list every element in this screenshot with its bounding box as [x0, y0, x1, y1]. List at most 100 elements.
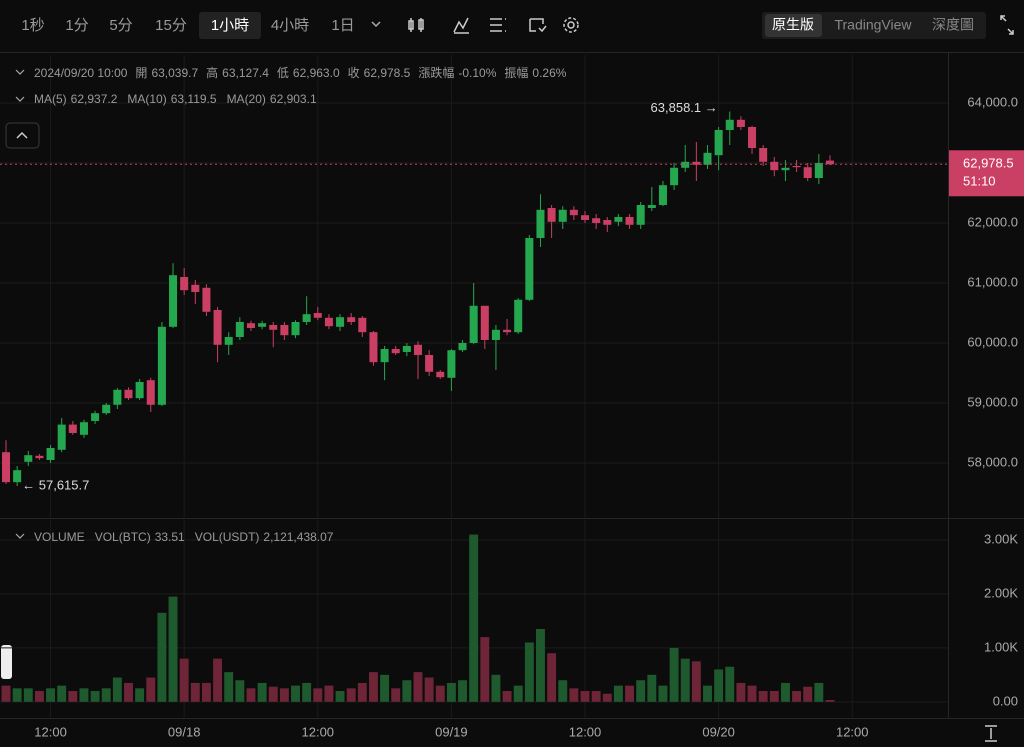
candle-body	[425, 354, 434, 372]
volume-bar	[79, 688, 89, 702]
interval-tab[interactable]: 1分	[65, 17, 88, 34]
volume-bar	[691, 661, 701, 702]
volume-bar	[747, 685, 757, 702]
candle-icon[interactable]	[408, 18, 424, 32]
y-tick-label: 58,000.0	[967, 454, 1018, 469]
volume-bar	[558, 680, 568, 702]
legend-toggle-icons[interactable]	[15, 69, 25, 539]
active-view-bg	[765, 14, 822, 37]
volume-bar	[547, 653, 557, 702]
candle-body	[514, 299, 523, 333]
volume-bar	[669, 647, 679, 702]
fullscreen-icon[interactable]	[1000, 15, 1014, 35]
volume-bar	[725, 666, 735, 702]
volume-bar	[536, 628, 545, 702]
info-label: 收	[348, 66, 360, 80]
volume-bar	[257, 682, 267, 702]
collapse-button[interactable]	[5, 122, 40, 149]
candle-body	[91, 413, 100, 421]
volume-bar	[235, 680, 245, 702]
y-tick-label: 60,000.0	[967, 334, 1018, 349]
candle-body	[703, 152, 712, 165]
candle-body	[670, 167, 679, 186]
volume-bar	[703, 685, 712, 702]
volume-bar	[580, 691, 590, 702]
info-value: 63,127.4	[222, 66, 269, 80]
template-icon[interactable]	[529, 18, 547, 33]
volume-bar	[380, 674, 390, 702]
candle-body	[692, 161, 701, 165]
interval-tab[interactable]: 5分	[109, 17, 132, 34]
axis-reset-icon[interactable]	[985, 725, 997, 742]
x-tick-label: 09/20	[702, 724, 735, 739]
info-label: 低	[277, 66, 289, 80]
info-value: 62,963.0	[293, 66, 340, 80]
dropdown-icon[interactable]	[371, 21, 381, 28]
candle-body	[2, 452, 11, 483]
volume-bar	[57, 685, 67, 702]
candle-body	[469, 305, 478, 343]
volume-bar	[268, 686, 278, 702]
volume-bar	[647, 674, 657, 702]
volume-bar	[446, 682, 456, 702]
x-tick-label: 12:00	[34, 724, 67, 739]
y-tick-label: 1.00K	[984, 639, 1018, 654]
volume-value: 33.51	[155, 530, 185, 544]
candle-body	[536, 209, 545, 238]
volume-bar	[146, 677, 156, 702]
candle-body	[491, 329, 500, 340]
candle-body	[347, 317, 356, 322]
candle-body	[803, 167, 812, 178]
volume-bar	[346, 688, 356, 702]
indicator-icon[interactable]	[453, 17, 469, 34]
volume-bar	[625, 685, 635, 702]
settings-icon-ring[interactable]	[563, 17, 579, 33]
toolbar-icons	[408, 15, 1014, 35]
candle-body	[503, 329, 512, 333]
interval-tab[interactable]: 15分	[155, 17, 187, 34]
y-tick-label: 64,000.0	[967, 94, 1018, 109]
candle-body	[113, 389, 122, 405]
volume-bar	[480, 637, 490, 702]
view-tab[interactable]: 原生版	[772, 17, 814, 33]
volume-bar	[23, 688, 33, 702]
price-tag-countdown: 51:10	[963, 174, 996, 189]
ma-value: 63,119.5	[171, 92, 217, 106]
interval-tab[interactable]: 1小時	[211, 17, 249, 34]
volume-bar	[12, 688, 22, 702]
candle-body	[135, 381, 144, 399]
volume-bar	[736, 682, 746, 702]
volume-bar	[190, 682, 200, 702]
volume-bar	[313, 688, 323, 702]
volume-bar	[391, 688, 401, 702]
candle-body	[191, 284, 200, 292]
interval-tab[interactable]: 1秒	[21, 17, 44, 34]
candle-body	[13, 470, 22, 483]
collapse-icon[interactable]	[16, 131, 28, 139]
volume-bar	[502, 691, 512, 702]
candle-body	[759, 147, 768, 162]
price-tag-value: 62,978.5	[963, 156, 1014, 171]
volume-bar	[814, 682, 824, 702]
candle-body	[647, 204, 656, 208]
candle-body	[748, 126, 757, 148]
candle-body	[291, 321, 300, 336]
volume-bar	[469, 534, 479, 702]
draw-icon[interactable]	[490, 18, 506, 32]
volume-bar	[435, 685, 445, 702]
candle-body	[413, 344, 423, 355]
candle-body	[46, 447, 55, 460]
view-tab[interactable]: TradingView	[834, 17, 912, 33]
volume-bar	[680, 658, 690, 702]
settings-icon[interactable]	[567, 21, 575, 29]
side-handle[interactable]	[1, 645, 12, 679]
interval-tab[interactable]: 4小時	[271, 17, 309, 34]
interval-tab[interactable]: 1日	[331, 17, 354, 34]
y-tick-label: 61,000.0	[967, 274, 1018, 289]
view-tab[interactable]: 深度圖	[932, 17, 974, 33]
volume-bar	[491, 674, 501, 702]
ma-value: 62,903.1	[270, 92, 317, 106]
candle-body	[358, 317, 367, 333]
candle-body	[770, 161, 779, 171]
volume-bar	[1, 685, 11, 702]
